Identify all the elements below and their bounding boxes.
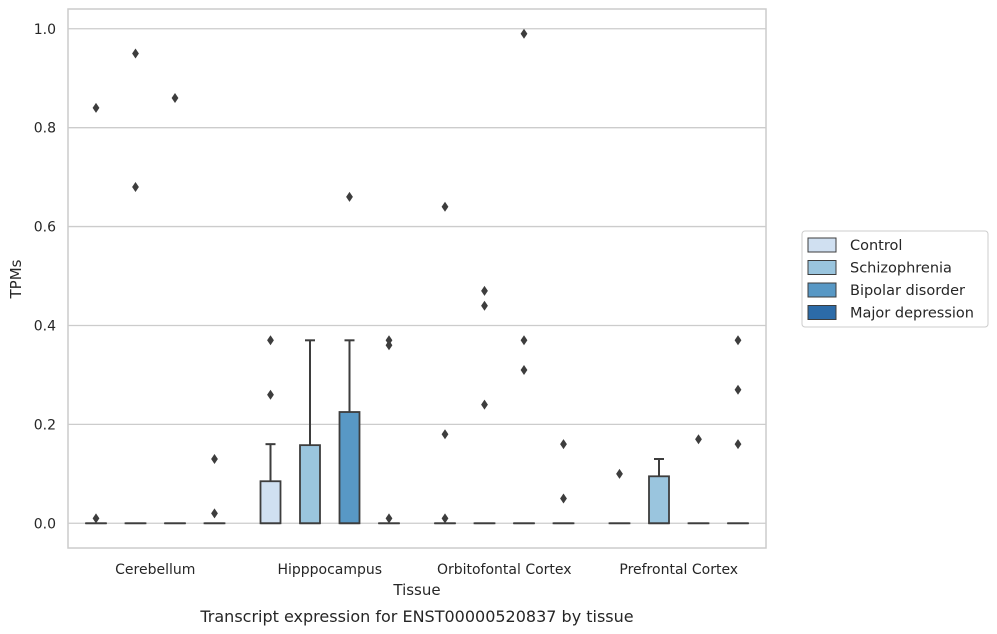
outlier-point bbox=[385, 513, 393, 524]
box-group bbox=[299, 339, 321, 525]
outlier-point bbox=[695, 434, 702, 445]
chart-caption: Transcript expression for ENST0000052083… bbox=[199, 607, 633, 626]
outlier-point bbox=[211, 453, 218, 464]
outlier-point bbox=[560, 493, 567, 504]
outlier-point bbox=[441, 513, 449, 524]
outlier-point bbox=[171, 93, 179, 104]
box-group bbox=[203, 453, 226, 525]
box bbox=[648, 475, 670, 525]
grid-lines bbox=[68, 28, 766, 524]
legend-label: Control bbox=[850, 238, 902, 254]
outlier-point bbox=[734, 335, 742, 346]
plot-frame bbox=[67, 8, 767, 549]
outlier-point bbox=[734, 439, 742, 450]
box-group bbox=[648, 457, 670, 525]
outlier-point bbox=[520, 28, 528, 39]
outlier-point bbox=[346, 191, 353, 202]
outlier-point bbox=[520, 335, 528, 346]
outlier-point bbox=[481, 300, 488, 311]
y-tick-label: 1.0 bbox=[34, 22, 56, 38]
y-tick-labels: 0.0 0.2 0.4 0.6 0.8 1.0 bbox=[34, 22, 56, 532]
legend-swatch bbox=[807, 260, 837, 275]
legend: Control Schizophrenia Bipolar disorder Majo… bbox=[801, 230, 989, 328]
box-group bbox=[378, 335, 400, 525]
box-group bbox=[513, 28, 535, 525]
outlier-point bbox=[385, 335, 393, 346]
box-group bbox=[164, 93, 186, 525]
outlier-point bbox=[267, 335, 274, 346]
box-marks bbox=[85, 28, 749, 525]
y-tick-label: 0.2 bbox=[34, 417, 56, 433]
box-group bbox=[608, 468, 631, 525]
outlier-point bbox=[734, 384, 742, 395]
legend-swatch bbox=[807, 282, 837, 298]
outlier-point bbox=[267, 389, 274, 400]
outlier-point bbox=[441, 201, 449, 212]
outlier-point bbox=[92, 513, 100, 524]
legend-label: Major depression bbox=[850, 306, 974, 322]
y-tick-label: 0.6 bbox=[34, 220, 56, 236]
outlier-point bbox=[211, 508, 218, 519]
box bbox=[259, 480, 282, 525]
legend-frame bbox=[801, 230, 989, 328]
x-tick-label: Prefrontal Cortex bbox=[619, 562, 738, 578]
box bbox=[299, 444, 321, 525]
outlier-point bbox=[441, 429, 449, 440]
outlier-point bbox=[132, 48, 139, 59]
box-group bbox=[259, 335, 282, 525]
outlier-point bbox=[481, 399, 488, 410]
box-group bbox=[473, 285, 496, 525]
x-tick-label: Cerebellum bbox=[115, 562, 195, 578]
box-group bbox=[687, 434, 710, 525]
box bbox=[338, 411, 361, 525]
legend-label: Bipolar disorder bbox=[850, 283, 965, 299]
y-tick-label: 0.0 bbox=[34, 516, 56, 532]
box-group bbox=[434, 201, 456, 525]
legend-label: Schizophrenia bbox=[850, 261, 952, 277]
outlier-point bbox=[481, 285, 488, 296]
box-group bbox=[85, 102, 107, 525]
legend-swatch bbox=[807, 305, 837, 320]
box-group bbox=[552, 439, 575, 525]
box-group bbox=[338, 191, 361, 525]
outlier-point bbox=[616, 468, 623, 479]
x-axis-title: Tissue bbox=[392, 581, 440, 599]
x-tick-label: Orbitofontal Cortex bbox=[437, 562, 572, 578]
legend-swatch bbox=[807, 237, 837, 253]
y-tick-label: 0.8 bbox=[34, 121, 56, 137]
x-tick-labels: Cerebellum Hipppocampus Orbitofontal Corte… bbox=[115, 562, 738, 578]
y-axis-title: TPMs bbox=[7, 259, 25, 299]
outlier-point bbox=[560, 439, 567, 450]
x-tick-label: Hipppocampus bbox=[277, 562, 382, 578]
outlier-point bbox=[92, 102, 100, 113]
outlier-point bbox=[520, 364, 528, 375]
outlier-point bbox=[132, 182, 139, 193]
box-group bbox=[124, 48, 147, 525]
y-tick-label: 0.4 bbox=[34, 318, 56, 334]
box-group bbox=[727, 335, 749, 525]
